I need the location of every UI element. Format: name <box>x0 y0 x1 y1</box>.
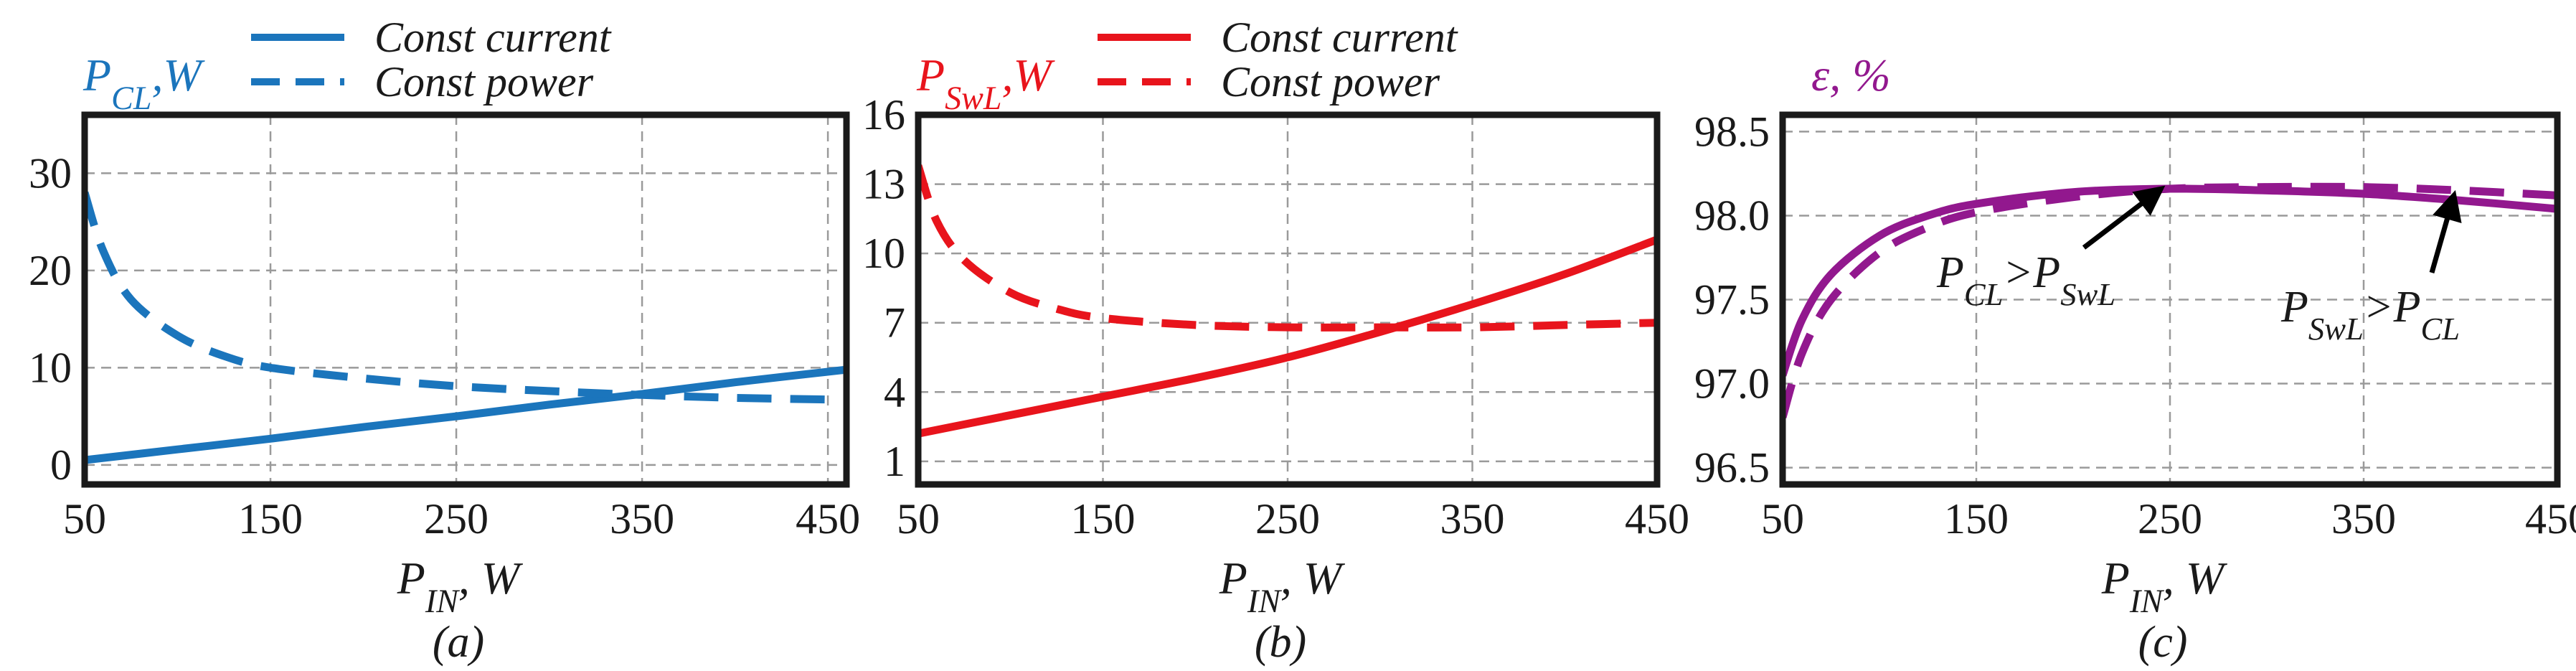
y-tick-label: 10 <box>29 344 72 391</box>
legend-entry: Const current <box>374 14 612 61</box>
x-tick-label: 450 <box>1625 495 1689 543</box>
panel-caption: (b) <box>1255 618 1306 667</box>
x-tick-label: 50 <box>1761 495 1804 543</box>
annotation-pcl-gt-pswl: PCL>PSwL <box>1936 248 2115 312</box>
x-tick-label: 250 <box>424 495 489 543</box>
x-axis-label: PIN, W <box>397 553 524 619</box>
y-tick-label: 98.5 <box>1694 108 1770 155</box>
y-tick-label: 16 <box>862 91 905 139</box>
x-tick-label: 350 <box>610 495 674 543</box>
y-tick-label: 1 <box>884 438 905 485</box>
x-axis-label: PIN, W <box>1219 553 1346 619</box>
chart-panel-c: 50 150 250 350 450 96.5 97.0 97.5 98.0 98.5 ε, % PI… <box>1694 50 2576 667</box>
series-line-const-power <box>918 164 1657 332</box>
x-tick-label: 250 <box>2138 495 2202 543</box>
series-line-const-current <box>1783 184 2557 377</box>
plot-frame <box>915 111 1661 488</box>
y-tick-label: 7 <box>884 299 905 347</box>
legend-entry: Const power <box>1221 58 1440 105</box>
plot-frame <box>1779 111 2561 488</box>
x-tick-label: 350 <box>1440 495 1505 543</box>
x-tick-label: 50 <box>897 495 940 543</box>
x-tick-label: 150 <box>1944 495 2009 543</box>
series-line-const-power <box>1783 182 2557 418</box>
plot-frame <box>81 111 850 488</box>
y-axis-label: PCL,W <box>82 50 205 116</box>
y-tick-label: 4 <box>884 368 905 416</box>
x-tick-label: 450 <box>2525 495 2576 543</box>
y-tick-label: 0 <box>50 441 72 489</box>
x-tick-label: 150 <box>238 495 303 543</box>
y-tick-label: 96.5 <box>1694 444 1770 492</box>
x-tick-label: 450 <box>796 495 860 543</box>
y-axis-label: PSwL,W <box>916 50 1056 116</box>
x-tick-label: 350 <box>2331 495 2396 543</box>
y-tick-label: 98.0 <box>1694 192 1770 239</box>
annotation-pswl-gt-pcl: PSwL>PCL <box>2280 283 2460 347</box>
panel-caption: (a) <box>433 618 484 667</box>
x-axis-label: PIN, W <box>2101 553 2228 619</box>
y-tick-label: 97.0 <box>1694 360 1770 408</box>
series-line-const-current <box>918 235 1657 438</box>
y-tick-label: 13 <box>862 161 905 208</box>
y-tick-label: 97.5 <box>1694 276 1770 324</box>
y-tick-label: 20 <box>29 247 72 294</box>
y-axis-label: ε, % <box>1811 50 1891 100</box>
x-tick-label: 150 <box>1071 495 1136 543</box>
x-tick-label: 50 <box>63 495 106 543</box>
legend-entry: Const power <box>374 58 594 105</box>
y-tick-label: 10 <box>862 230 905 277</box>
series-line-const-power <box>85 191 846 404</box>
y-tick-label: 30 <box>29 149 72 197</box>
series-line-const-current <box>85 365 846 464</box>
annotation-arrow <box>2082 185 2166 250</box>
x-tick-label: 250 <box>1255 495 1320 543</box>
panel-caption: (c) <box>2138 618 2188 667</box>
legend-entry: Const current <box>1221 14 1458 61</box>
annotation-arrow <box>2429 189 2462 273</box>
